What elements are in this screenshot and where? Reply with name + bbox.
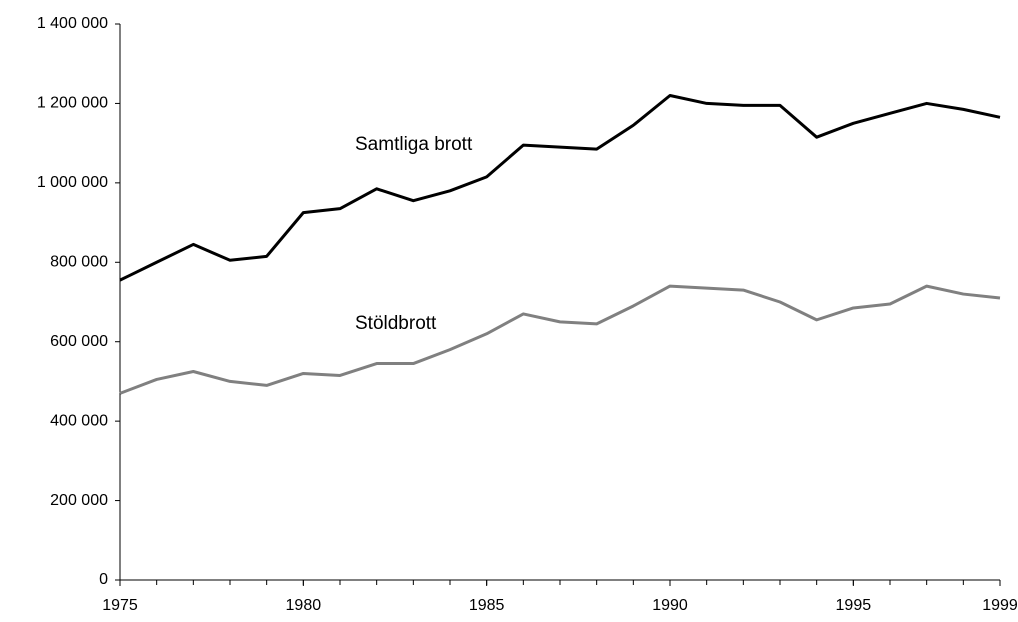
- x-tick-label: 1975: [102, 597, 138, 614]
- x-tick-label: 1990: [652, 597, 688, 614]
- x-tick-label: 1995: [836, 597, 872, 614]
- y-tick-label: 1 000 000: [37, 174, 108, 191]
- series-line: [119, 93, 1001, 282]
- series-label: Samtliga brott: [355, 134, 473, 155]
- x-tick-label: 1985: [469, 597, 505, 614]
- y-tick-label: 400 000: [50, 412, 108, 429]
- x-tick-label: 1999: [982, 597, 1018, 614]
- y-tick-label: 600 000: [50, 333, 108, 350]
- y-tick-label: 1 200 000: [37, 95, 108, 112]
- y-tick-label: 200 000: [50, 492, 108, 509]
- x-tick-label: 1980: [286, 597, 322, 614]
- series-label: Stöldbrott: [355, 313, 437, 334]
- y-tick-label: 800 000: [50, 254, 108, 271]
- y-tick-label: 1 400 000: [37, 15, 108, 32]
- series-line: [119, 284, 1001, 395]
- y-tick-label: 0: [99, 571, 108, 588]
